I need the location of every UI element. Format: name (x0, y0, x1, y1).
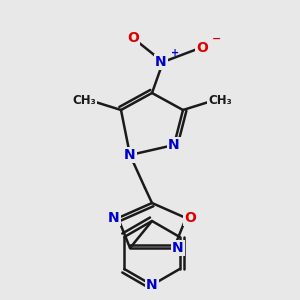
Text: CH₃: CH₃ (72, 94, 96, 106)
Text: −: − (212, 34, 221, 44)
Text: N: N (168, 138, 180, 152)
Text: N: N (155, 55, 167, 69)
Text: O: O (127, 31, 139, 45)
Text: N: N (146, 278, 158, 292)
Text: O: O (196, 41, 208, 55)
Text: N: N (172, 241, 184, 255)
Text: CH₃: CH₃ (208, 94, 232, 106)
Text: O: O (184, 211, 196, 225)
Text: N: N (124, 148, 136, 162)
Text: N: N (108, 211, 120, 225)
Text: +: + (171, 48, 179, 58)
